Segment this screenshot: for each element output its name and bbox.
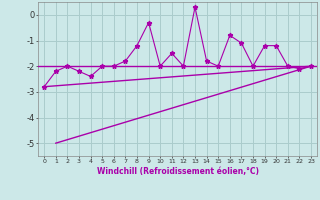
X-axis label: Windchill (Refroidissement éolien,°C): Windchill (Refroidissement éolien,°C) [97,167,259,176]
